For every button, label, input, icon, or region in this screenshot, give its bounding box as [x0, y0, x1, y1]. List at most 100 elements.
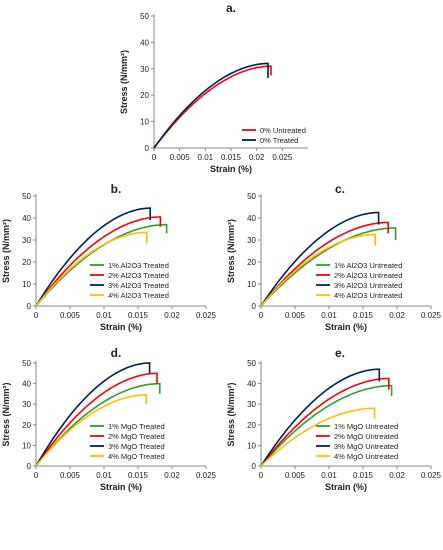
x-tick-label: 0.025 [421, 471, 442, 480]
y-tick-label: 40 [22, 214, 31, 223]
y-axis-title: Stress (N/mm²) [1, 219, 11, 283]
y-tick-label: 20 [247, 421, 256, 430]
x-tick-label: 0 [259, 471, 264, 480]
series-line [260, 233, 377, 307]
x-tick-label: 0.005 [170, 153, 191, 162]
series-line [260, 407, 376, 467]
y-tick-label: 50 [22, 359, 31, 368]
x-tick-label: 0.015 [353, 471, 374, 480]
y-tick-label: 40 [247, 380, 256, 389]
legend-label: 2% MgO Untreated [334, 432, 398, 441]
series-line [35, 207, 151, 307]
series-line [35, 231, 148, 307]
series-line [260, 227, 397, 307]
x-tick-label: 0.015 [128, 471, 149, 480]
legend-label: 3% MgO Treated [108, 442, 165, 451]
legend-label: 4% Al2O3 Treated [108, 291, 169, 300]
panel-label: d. [111, 346, 122, 360]
x-tick-label: 0.02 [164, 311, 180, 320]
panel-label: c. [335, 182, 345, 196]
y-tick-label: 20 [247, 258, 256, 267]
x-axis-title: Strain (%) [210, 164, 252, 174]
chart-panel: b. 0 10 20 30 40 50 0 0.005 0.01 0.015 0.02 0.025 Str… [1, 182, 217, 332]
panel-label: e. [335, 346, 345, 360]
x-tick-label: 0.01 [321, 471, 337, 480]
x-tick-label: 0 [259, 311, 264, 320]
y-tick-label: 10 [140, 118, 149, 127]
x-tick-label: 0.015 [221, 153, 242, 162]
series-line [260, 384, 393, 467]
y-tick-label: 50 [247, 192, 256, 201]
y-tick-label: 10 [247, 280, 256, 289]
x-tick-label: 0.015 [353, 311, 374, 320]
series-line [35, 372, 158, 467]
x-tick-label: 0.02 [164, 471, 180, 480]
y-tick-label: 40 [22, 380, 31, 389]
series-line [260, 211, 380, 307]
y-tick-label: 30 [22, 400, 31, 409]
x-tick-label: 0.015 [128, 311, 149, 320]
y-tick-label: 0 [145, 144, 150, 153]
legend-label: 1% MgO Treated [108, 422, 165, 431]
legend-label: 1% Al2O3 Untreated [334, 261, 402, 270]
chart-panel: a. 0 10 20 30 40 50 0 0.005 0.01 0.015 0.02 0.025 Str… [119, 1, 308, 174]
y-axis-title: Stress (N/mm²) [119, 50, 129, 114]
series-line [35, 394, 147, 467]
y-tick-label: 20 [140, 91, 149, 100]
series-line [153, 62, 269, 149]
y-tick-label: 0 [27, 302, 32, 311]
legend-label: 1% MgO Untreated [334, 422, 398, 431]
series-line [153, 65, 272, 149]
panel-label: b. [111, 182, 122, 196]
y-tick-label: 20 [22, 258, 31, 267]
y-tick-label: 0 [27, 462, 32, 471]
legend-label: 2% Al2O3 Untreated [334, 271, 402, 280]
chart-panel: d. 0 10 20 30 40 50 0 0.005 0.01 0.015 0.02 0.025 Str… [1, 346, 217, 492]
legend-label: 4% Al2O3 Untreated [334, 291, 402, 300]
x-tick-label: 0 [152, 153, 157, 162]
y-axis-title: Stress (N/mm²) [1, 382, 11, 446]
series-line [260, 221, 390, 307]
y-tick-label: 40 [247, 214, 256, 223]
y-tick-label: 10 [22, 280, 31, 289]
y-tick-label: 0 [252, 302, 257, 311]
x-axis-title: Strain (%) [100, 322, 142, 332]
y-tick-label: 30 [140, 65, 149, 74]
legend-label: 3% Al2O3 Treated [108, 281, 169, 290]
series-line [260, 368, 381, 467]
x-tick-label: 0.02 [389, 311, 405, 320]
y-tick-label: 30 [247, 236, 256, 245]
x-tick-label: 0.01 [321, 311, 337, 320]
x-axis-title: Strain (%) [100, 482, 142, 492]
series-line [260, 377, 390, 467]
legend-label: 0% Untreated [260, 126, 306, 135]
chart-panel: e. 0 10 20 30 40 50 0 0.005 0.01 0.015 0.02 0.025 Str… [226, 346, 442, 492]
y-axis-title: Stress (N/mm²) [226, 382, 236, 446]
legend-label: 4% MgO Untreated [334, 452, 398, 461]
legend-label: 4% MgO Treated [108, 452, 165, 461]
legend-label: 1% Al2O3 Treated [108, 261, 169, 270]
y-tick-label: 40 [140, 38, 149, 47]
x-tick-label: 0 [34, 471, 39, 480]
y-tick-label: 50 [247, 359, 256, 368]
panel-label: a. [226, 1, 236, 15]
x-tick-label: 0.01 [198, 153, 214, 162]
x-tick-label: 0.025 [196, 471, 217, 480]
x-tick-label: 0 [34, 311, 39, 320]
x-tick-label: 0.025 [421, 311, 442, 320]
legend-label: 3% Al2O3 Untreated [334, 281, 402, 290]
x-tick-label: 0.02 [249, 153, 265, 162]
y-axis-title: Stress (N/mm²) [226, 219, 236, 283]
x-tick-label: 0.025 [272, 153, 293, 162]
y-tick-label: 10 [22, 441, 31, 450]
x-tick-label: 0.005 [60, 471, 81, 480]
legend-label: 0% Treated [260, 136, 298, 145]
y-tick-label: 50 [22, 192, 31, 201]
x-tick-label: 0.005 [285, 311, 306, 320]
legend-label: 2% MgO Treated [108, 432, 165, 441]
x-tick-label: 0.01 [96, 311, 112, 320]
y-tick-label: 20 [22, 421, 31, 430]
series-line [35, 216, 162, 307]
x-tick-label: 0.025 [196, 311, 217, 320]
